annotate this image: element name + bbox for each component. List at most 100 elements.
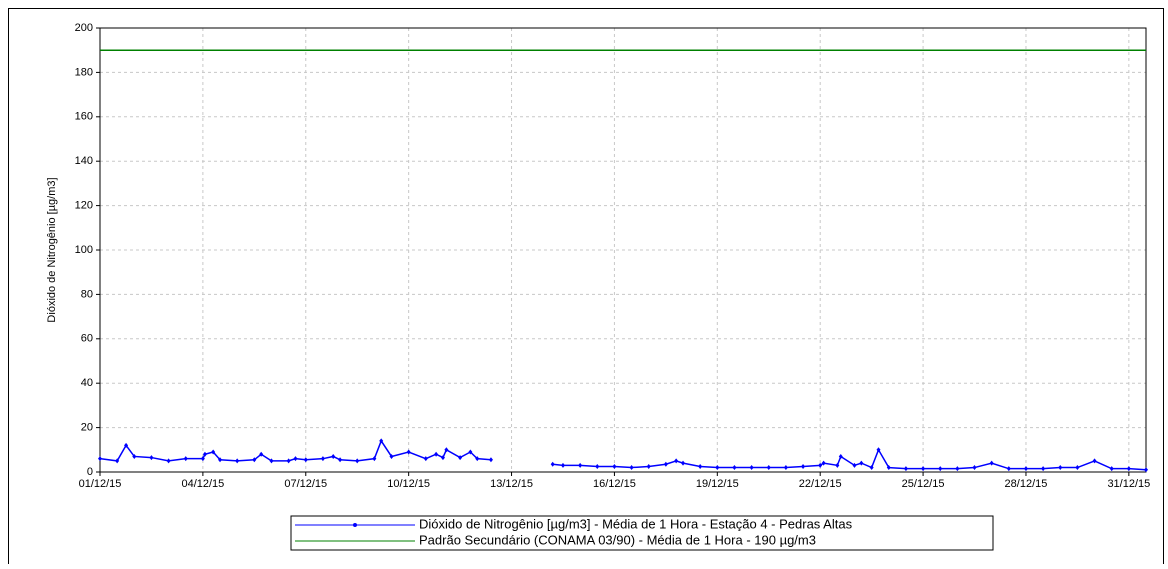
legend-box xyxy=(290,515,994,551)
marker xyxy=(488,457,493,463)
marker xyxy=(389,453,394,459)
marker xyxy=(612,463,617,469)
x-tick-label: 31/12/15 xyxy=(1107,478,1150,490)
x-tick-label: 16/12/15 xyxy=(593,478,636,490)
marker xyxy=(1041,466,1046,472)
marker xyxy=(202,451,207,457)
y-tick-label: 200 xyxy=(75,22,93,34)
legend-marker xyxy=(353,523,357,527)
x-tick-label: 07/12/15 xyxy=(284,478,327,490)
marker xyxy=(166,458,171,464)
y-tick-label: 20 xyxy=(81,422,93,434)
marker xyxy=(406,449,411,455)
plot-border xyxy=(99,27,1147,473)
marker xyxy=(1092,458,1097,464)
marker xyxy=(663,461,668,467)
marker xyxy=(1109,466,1114,472)
marker xyxy=(801,463,806,469)
marker xyxy=(115,458,120,464)
marker xyxy=(835,462,840,468)
marker xyxy=(355,458,360,464)
x-tick-label: 01/12/15 xyxy=(79,478,122,490)
y-tick-label: 60 xyxy=(81,333,93,345)
marker xyxy=(732,465,737,471)
marker xyxy=(1144,467,1148,473)
marker xyxy=(972,465,977,471)
marker xyxy=(293,456,298,462)
x-tick-label: 22/12/15 xyxy=(799,478,842,490)
marker xyxy=(989,460,994,466)
marker xyxy=(749,465,754,471)
y-tick-label: 120 xyxy=(75,200,93,212)
marker xyxy=(149,455,154,461)
marker xyxy=(1023,466,1028,472)
y-tick-label: 140 xyxy=(75,155,93,167)
marker xyxy=(698,463,703,469)
y-axis-label: Dióxido de Nitrogênio [µg/m3] xyxy=(46,177,58,322)
marker xyxy=(766,465,771,471)
marker xyxy=(646,463,651,469)
marker xyxy=(550,461,555,467)
marker xyxy=(338,457,343,463)
marker xyxy=(1006,466,1011,472)
marker xyxy=(468,449,473,455)
marker xyxy=(423,456,428,462)
marker xyxy=(434,451,439,457)
marker xyxy=(1058,465,1063,471)
marker xyxy=(629,465,634,471)
marker xyxy=(859,460,864,466)
marker xyxy=(674,458,679,464)
x-tick-label: 04/12/15 xyxy=(181,478,224,490)
marker xyxy=(132,453,137,459)
marker xyxy=(595,463,600,469)
x-tick-label: 19/12/15 xyxy=(696,478,739,490)
marker xyxy=(458,455,463,461)
marker xyxy=(560,462,565,468)
legend-label: Dióxido de Nitrogênio [µg/m3] - Média de… xyxy=(419,516,853,531)
marker xyxy=(444,447,449,453)
marker xyxy=(1075,465,1080,471)
x-tick-label: 10/12/15 xyxy=(387,478,430,490)
marker xyxy=(259,451,264,457)
y-tick-label: 80 xyxy=(81,288,93,300)
marker xyxy=(372,456,377,462)
marker xyxy=(938,466,943,472)
series-line xyxy=(99,439,1147,471)
marker xyxy=(303,457,308,463)
marker xyxy=(1126,466,1131,472)
marker xyxy=(681,460,686,466)
marker xyxy=(235,458,240,464)
marker xyxy=(211,449,216,455)
marker xyxy=(869,465,874,471)
marker xyxy=(876,447,881,453)
marker xyxy=(838,453,843,459)
marker xyxy=(818,462,823,468)
marker xyxy=(886,465,891,471)
y-tick-label: 0 xyxy=(87,466,93,478)
x-tick-label: 28/12/15 xyxy=(1005,478,1048,490)
marker xyxy=(252,457,257,463)
marker xyxy=(578,462,583,468)
marker xyxy=(955,466,960,472)
marker xyxy=(379,438,384,444)
y-tick-label: 40 xyxy=(81,377,93,389)
marker xyxy=(269,458,274,464)
marker xyxy=(286,458,291,464)
marker xyxy=(903,466,908,472)
marker xyxy=(783,465,788,471)
marker xyxy=(440,455,445,461)
marker xyxy=(331,453,336,459)
marker xyxy=(921,466,926,472)
marker xyxy=(218,457,223,463)
y-tick-label: 160 xyxy=(75,111,93,123)
y-tick-label: 180 xyxy=(75,66,93,78)
marker xyxy=(200,456,205,462)
marker xyxy=(715,465,720,471)
marker xyxy=(124,442,129,448)
marker xyxy=(475,456,480,462)
legend-label: Padrão Secundário (CONAMA 03/90) - Média… xyxy=(419,532,816,547)
y-tick-label: 100 xyxy=(75,244,93,256)
marker xyxy=(98,456,102,462)
